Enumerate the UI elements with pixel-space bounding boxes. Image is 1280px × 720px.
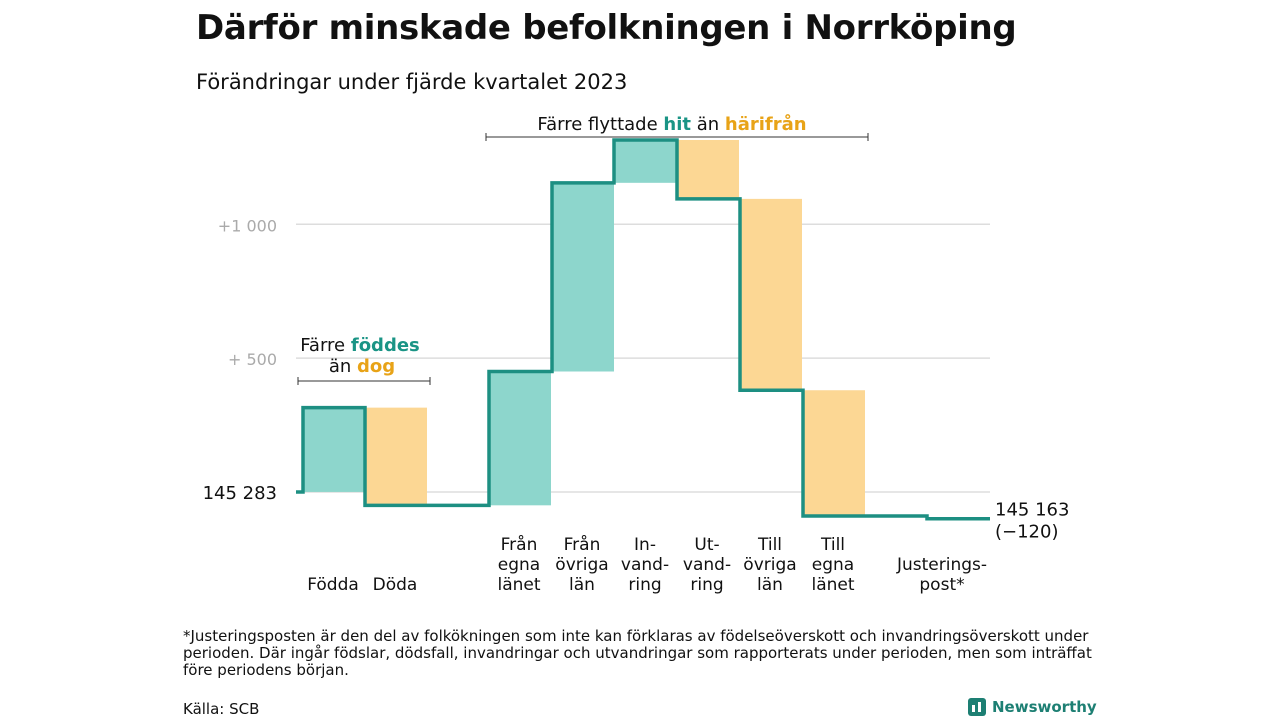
- annotation-births-line-2-part-2: dog: [357, 356, 395, 377]
- x-label-3-line-2: egna: [498, 555, 540, 575]
- cumulative-step-line: [296, 138, 990, 521]
- bar-5: [614, 140, 676, 183]
- x-label-8-line-1: Till: [820, 535, 845, 555]
- x-label-7-line-2: övriga: [743, 555, 796, 575]
- x-label-5-line-3: ring: [628, 575, 661, 595]
- brand-logo: Newsworthy: [968, 698, 1097, 716]
- bar-7: [740, 198, 802, 391]
- bar-4: [552, 182, 614, 372]
- x-label-8-line-3: länet: [811, 575, 854, 595]
- newsworthy-icon: [968, 698, 986, 716]
- annotation-births-line-1-part-2: föddes: [351, 335, 420, 356]
- annotation-migration-part-1: Färre flyttade: [537, 114, 663, 135]
- y-tick-label-1: + 500: [228, 350, 277, 369]
- bar-2: [365, 407, 427, 506]
- annotation-migration-part-3: än: [691, 114, 725, 135]
- bar-6: [677, 140, 739, 199]
- annotation-births-line-2: än dog: [329, 356, 395, 377]
- x-label-4-line-3: län: [569, 575, 595, 595]
- y-tick-label-2: +1 000: [218, 216, 277, 235]
- source-note: Källa: SCB: [183, 700, 260, 718]
- brand-name: Newsworthy: [992, 698, 1097, 716]
- x-label-3-line-3: länet: [497, 575, 540, 595]
- x-label-7-line-1: Till: [757, 535, 782, 555]
- x-label-5-line-1: In-: [634, 535, 656, 555]
- x-label-6-line-1: Ut-: [694, 535, 719, 555]
- end-value-label: 145 163: [995, 500, 1069, 521]
- annotation-migration-part-2: hit: [663, 114, 691, 135]
- x-label-8-line-2: egna: [812, 555, 854, 575]
- chart-subtitle: Förändringar under fjärde kvartalet 2023: [196, 70, 628, 94]
- chart-title: Därför minskade befolkningen i Norrköpin…: [196, 8, 1017, 48]
- annotation-migration-part-4: härifrån: [725, 113, 807, 135]
- annotation-migration: Färre flyttade hit än härifrån: [537, 113, 806, 135]
- net-change-label: (−120): [995, 522, 1058, 543]
- x-label-4-line-2: övriga: [555, 555, 608, 575]
- annotation-births-line-1: Färre föddes: [300, 335, 420, 356]
- x-label-6-line-2: vand-: [683, 555, 731, 575]
- x-label-7-line-3: län: [757, 575, 783, 595]
- bar-3: [489, 371, 551, 506]
- x-label-4-line-1: Från: [564, 534, 601, 555]
- x-label-9-line-1: Justerings-: [896, 555, 987, 575]
- x-label-3-line-1: Från: [501, 534, 538, 555]
- x-label-2-line-1: Döda: [373, 575, 418, 595]
- x-label-6-line-3: ring: [690, 575, 723, 595]
- x-label-5-line-2: vand-: [621, 555, 669, 575]
- x-label-1-line-1: Födda: [307, 575, 359, 595]
- footnote: *Justeringsposten är den del av folkökni…: [183, 627, 1092, 679]
- annotation-births-line-1-part-1: Färre: [300, 335, 351, 356]
- bar-1: [303, 407, 365, 492]
- y-tick-label-0: 145 283: [203, 483, 277, 504]
- x-label-9-line-2: post*: [919, 575, 964, 595]
- annotation-births-line-2-part-1: än: [329, 356, 357, 377]
- bar-8: [803, 390, 865, 517]
